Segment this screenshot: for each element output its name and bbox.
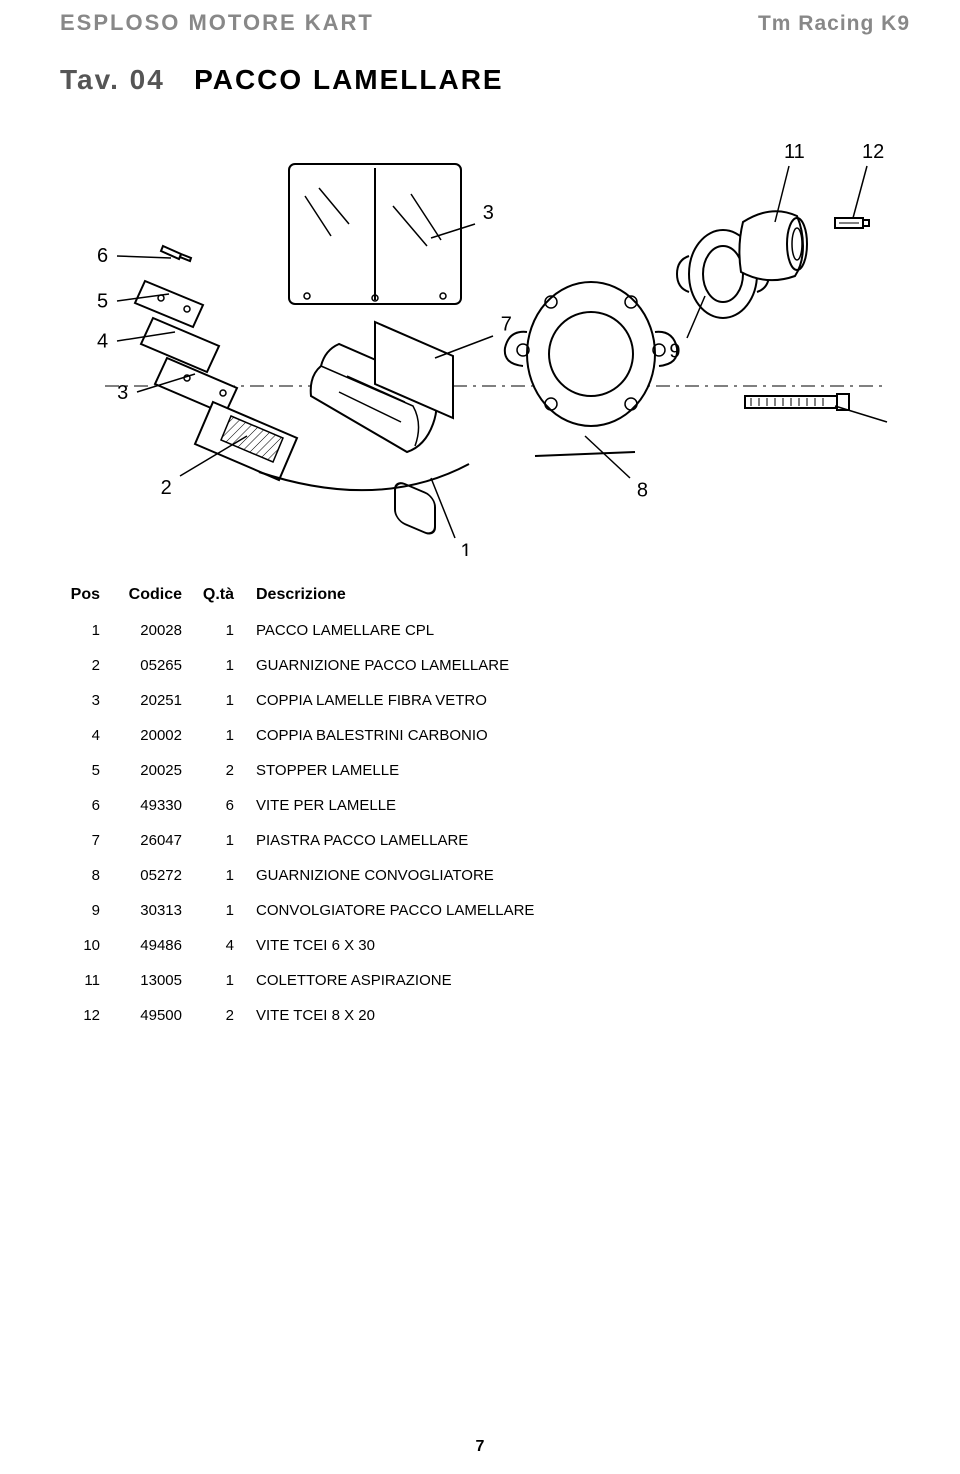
- cell-desc: COLETTORE ASPIRAZIONE: [246, 972, 910, 989]
- cell-desc: VITE PER LAMELLE: [246, 797, 910, 814]
- table-row: 2 05265 1 GUARNIZIONE PACCO LAMELLARE: [60, 657, 910, 674]
- cell-pos: 3: [60, 692, 100, 709]
- cell-code: 49486: [112, 937, 182, 954]
- cell-code: 26047: [112, 832, 182, 849]
- cell-desc: CONVOLGIATORE PACCO LAMELLARE: [246, 902, 910, 919]
- cell-desc: STOPPER LAMELLE: [246, 762, 910, 779]
- diagram-svg: 1233456789101112: [75, 126, 895, 556]
- header-left: ESPLOSO MOTORE KART: [60, 10, 374, 36]
- table-row: 1 20028 1 PACCO LAMELLARE CPL: [60, 622, 910, 639]
- cell-qty: 1: [194, 972, 234, 989]
- cell-code: 30313: [112, 902, 182, 919]
- table-row: 6 49330 6 VITE PER LAMELLE: [60, 797, 910, 814]
- table-row: 12 49500 2 VITE TCEI 8 X 20: [60, 1007, 910, 1024]
- cell-code: 49330: [112, 797, 182, 814]
- cell-code: 20025: [112, 762, 182, 779]
- cell-qty: 1: [194, 902, 234, 919]
- cell-code: 05265: [112, 657, 182, 674]
- svg-text:2: 2: [161, 477, 172, 499]
- cell-desc: GUARNIZIONE PACCO LAMELLARE: [246, 657, 910, 674]
- table-row: 7 26047 1 PIASTRA PACCO LAMELLARE: [60, 832, 910, 849]
- cell-code: 13005: [112, 972, 182, 989]
- table-header: Pos Codice Q.tà Descrizione: [60, 586, 910, 604]
- cell-desc: PACCO LAMELLARE CPL: [246, 622, 910, 639]
- cell-qty: 1: [194, 692, 234, 709]
- cell-pos: 8: [60, 867, 100, 884]
- cell-qty: 1: [194, 622, 234, 639]
- table-row: 11 13005 1 COLETTORE ASPIRAZIONE: [60, 972, 910, 989]
- cell-code: 20028: [112, 622, 182, 639]
- svg-text:9: 9: [669, 341, 680, 363]
- cell-pos: 5: [60, 762, 100, 779]
- cell-desc: VITE TCEI 6 X 30: [246, 937, 910, 954]
- cell-pos: 6: [60, 797, 100, 814]
- cell-qty: 2: [194, 1007, 234, 1024]
- cell-code: 20002: [112, 727, 182, 744]
- col-header-code: Codice: [112, 586, 182, 604]
- table-row: 3 20251 1 COPPIA LAMELLE FIBRA VETRO: [60, 692, 910, 709]
- cell-qty: 2: [194, 762, 234, 779]
- title-main: PACCO LAMELLARE: [194, 64, 503, 95]
- cell-desc: COPPIA LAMELLE FIBRA VETRO: [246, 692, 910, 709]
- cell-desc: VITE TCEI 8 X 20: [246, 1007, 910, 1024]
- svg-text:11: 11: [784, 141, 805, 163]
- cell-pos: 12: [60, 1007, 100, 1024]
- table-row: 9 30313 1 CONVOLGIATORE PACCO LAMELLARE: [60, 902, 910, 919]
- svg-text:3: 3: [483, 202, 494, 224]
- cell-pos: 7: [60, 832, 100, 849]
- cell-qty: 1: [194, 727, 234, 744]
- cell-qty: 1: [194, 867, 234, 884]
- cell-pos: 4: [60, 727, 100, 744]
- page: ESPLOSO MOTORE KART Tm Racing K9 Tav. 04…: [0, 0, 960, 1474]
- table-row: 4 20002 1 COPPIA BALESTRINI CARBONIO: [60, 727, 910, 744]
- cell-pos: 1: [60, 622, 100, 639]
- svg-text:7: 7: [501, 314, 512, 336]
- cell-code: 20251: [112, 692, 182, 709]
- svg-text:6: 6: [97, 245, 108, 267]
- parts-table: Pos Codice Q.tà Descrizione 1 20028 1 PACCO…: [60, 586, 910, 1024]
- svg-text:4: 4: [97, 331, 108, 353]
- col-header-qty: Q.tà: [194, 586, 234, 604]
- svg-text:8: 8: [637, 480, 648, 502]
- table-body: 1 20028 1 PACCO LAMELLARE CPL 2 05265 1 GUARNIZ…: [60, 622, 910, 1024]
- cell-pos: 2: [60, 657, 100, 674]
- svg-text:1: 1: [460, 541, 471, 556]
- cell-desc: COPPIA BALESTRINI CARBONIO: [246, 727, 910, 744]
- cell-qty: 6: [194, 797, 234, 814]
- cell-pos: 10: [60, 937, 100, 954]
- col-header-desc: Descrizione: [246, 586, 910, 604]
- svg-text:12: 12: [862, 141, 884, 163]
- table-row: 5 20025 2 STOPPER LAMELLE: [60, 762, 910, 779]
- table-row: 10 49486 4 VITE TCEI 6 X 30: [60, 937, 910, 954]
- cell-code: 05272: [112, 867, 182, 884]
- exploded-diagram: 1233456789101112: [60, 126, 910, 556]
- cell-pos: 9: [60, 902, 100, 919]
- svg-text:5: 5: [97, 291, 108, 313]
- header-right: Tm Racing K9: [758, 12, 910, 36]
- title-prefix: Tav. 04: [60, 64, 165, 95]
- svg-text:3: 3: [117, 382, 128, 404]
- cell-qty: 1: [194, 832, 234, 849]
- page-number: 7: [476, 1438, 485, 1456]
- page-header: ESPLOSO MOTORE KART Tm Racing K9: [60, 10, 910, 36]
- cell-qty: 4: [194, 937, 234, 954]
- cell-desc: GUARNIZIONE CONVOGLIATORE: [246, 867, 910, 884]
- page-title: Tav. 04 PACCO LAMELLARE: [60, 64, 910, 96]
- cell-desc: PIASTRA PACCO LAMELLARE: [246, 832, 910, 849]
- cell-pos: 11: [60, 972, 100, 989]
- table-row: 8 05272 1 GUARNIZIONE CONVOGLIATORE: [60, 867, 910, 884]
- col-header-pos: Pos: [60, 586, 100, 604]
- cell-qty: 1: [194, 657, 234, 674]
- cell-code: 49500: [112, 1007, 182, 1024]
